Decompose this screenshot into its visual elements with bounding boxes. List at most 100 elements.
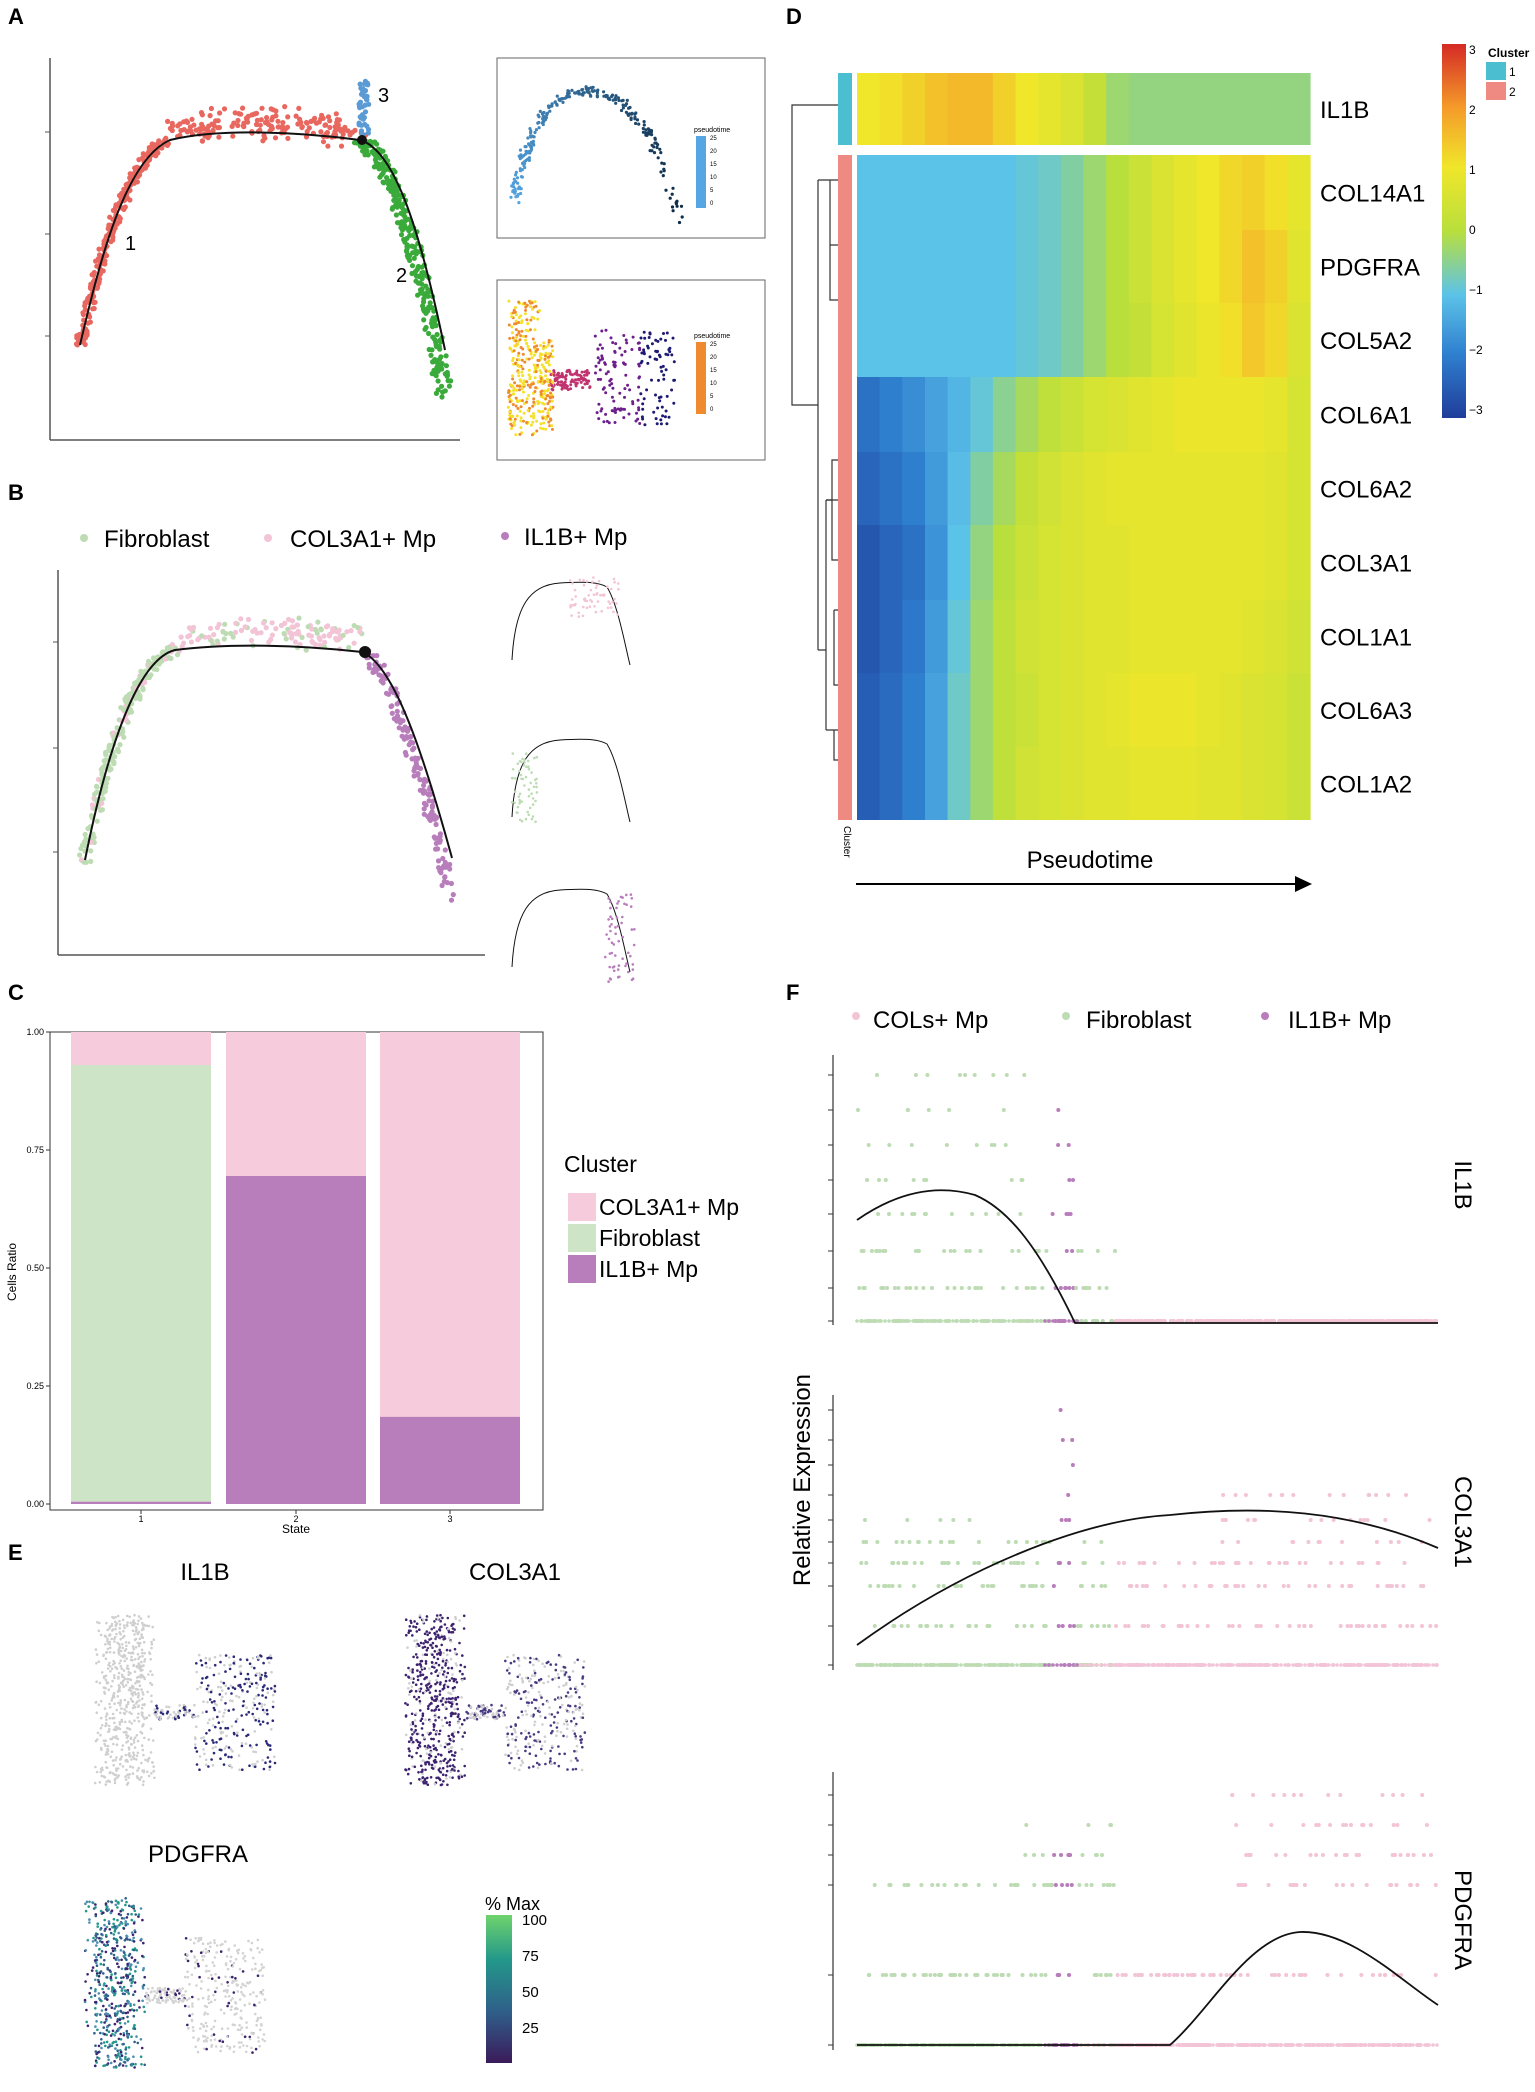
umap-cell (116, 1944, 119, 1948)
inset-bottom-cell (660, 405, 664, 409)
umap-cell (444, 1679, 448, 1683)
umap-cell (232, 2050, 236, 2054)
umap-cell (263, 1674, 267, 1677)
state-2-cell (398, 232, 405, 238)
cluster-cell (315, 619, 321, 625)
umap-cell (239, 1658, 242, 1661)
umap-cell (478, 1716, 482, 1719)
inset-bottom-cell (566, 369, 569, 373)
umap-cell (441, 1659, 445, 1663)
umap-cell (119, 2004, 122, 2007)
umap-cell (449, 1749, 453, 1753)
umap-cell (130, 2008, 134, 2011)
umap-cell (118, 1685, 121, 1689)
umap-cell (406, 1646, 409, 1649)
umap-cell (423, 1736, 426, 1739)
umap-cell (99, 2013, 102, 2016)
umap-cell (227, 1984, 230, 1988)
inset-bottom-cell (543, 367, 547, 371)
umap-cell (126, 1681, 130, 1684)
umap-cell (410, 1685, 414, 1688)
umap-cell (121, 1646, 125, 1650)
cluster-cell (351, 640, 357, 646)
umap-cell (137, 1915, 140, 1918)
inset-top-cell (609, 95, 614, 99)
umap-cell (113, 2022, 117, 2026)
cluster-cell (380, 680, 386, 686)
inset-bottom-cell (600, 354, 604, 358)
umap-cell (203, 1752, 206, 1756)
inset-bottom-cell (631, 400, 635, 404)
state-2-cell (417, 287, 424, 293)
umap-cell (509, 1661, 513, 1665)
inset-bottom-cell (661, 414, 665, 418)
cluster-cell (346, 644, 352, 651)
umap-cell (456, 1715, 460, 1718)
inset-bottom-cell (672, 378, 676, 382)
state-1-cell (285, 114, 291, 120)
umap-cell (102, 1675, 106, 1678)
umap-cell (111, 1947, 114, 1950)
umap-cell (208, 1666, 212, 1670)
inset-bottom-cell (511, 311, 515, 315)
inset-bottom-cell (657, 378, 660, 382)
umap-cell (178, 1992, 181, 1995)
cluster-cell (429, 803, 436, 809)
umap-cell (536, 1739, 540, 1742)
umap-cell (96, 1621, 99, 1624)
umap-cell (150, 1772, 153, 1775)
mini-cell (630, 928, 634, 931)
umap-cell (120, 1899, 124, 1902)
umap-cell (211, 1739, 214, 1742)
umap-cell (569, 1759, 573, 1763)
umap-cell (224, 1684, 228, 1687)
mini-cell (609, 915, 612, 918)
umap-cell (411, 1721, 415, 1724)
umap-cell (205, 1665, 208, 1669)
umap-cell (94, 1700, 98, 1704)
inset-bottom-cell (610, 395, 614, 399)
state-2-cell (419, 276, 425, 282)
umap-cell (206, 1700, 209, 1704)
umap-cell (128, 1711, 131, 1714)
umap-cell (527, 1742, 530, 1745)
cluster-cell (309, 638, 315, 645)
umap-cell (138, 1684, 142, 1687)
inset-bottom-cell (511, 336, 515, 340)
umap-cell (119, 2050, 123, 2054)
inset-bottom-tick: 20 (710, 355, 717, 361)
umap-cell (140, 1651, 144, 1655)
umap-cell (104, 2008, 108, 2011)
umap-cell (115, 1925, 119, 1929)
umap-cell (465, 1717, 469, 1720)
inset-top-cell (584, 87, 588, 91)
mini-cell (612, 969, 616, 973)
umap-cell (248, 2002, 251, 2005)
mini-cell (621, 896, 624, 899)
inset-top-cell (517, 185, 521, 190)
umap-cell (456, 1695, 460, 1699)
umap-cell (242, 1957, 245, 1960)
umap-cell (137, 1657, 140, 1661)
inset-bottom-cell (604, 391, 608, 395)
inset-bottom-cell (519, 416, 523, 420)
umap-cell (445, 1648, 449, 1652)
umap-cell (207, 1765, 210, 1768)
umap-cell (141, 1723, 145, 1727)
umap-cell (259, 1991, 262, 1995)
inset-bottom-cell (515, 388, 519, 392)
state-1-cell (169, 120, 175, 126)
umap-cell (566, 1723, 569, 1726)
panel-label-f: F (786, 980, 799, 1005)
cluster-cell (77, 852, 83, 858)
state-2-cell (365, 152, 371, 158)
inset-bottom-cell (531, 316, 535, 320)
cluster-cell (309, 626, 315, 632)
umap-cell (133, 1929, 137, 1932)
umap-cell (529, 1656, 532, 1660)
inset-bottom-cell (616, 407, 620, 411)
umap-cell (419, 1660, 423, 1663)
cluster-cell (230, 634, 236, 640)
state-1-cell (332, 129, 338, 135)
